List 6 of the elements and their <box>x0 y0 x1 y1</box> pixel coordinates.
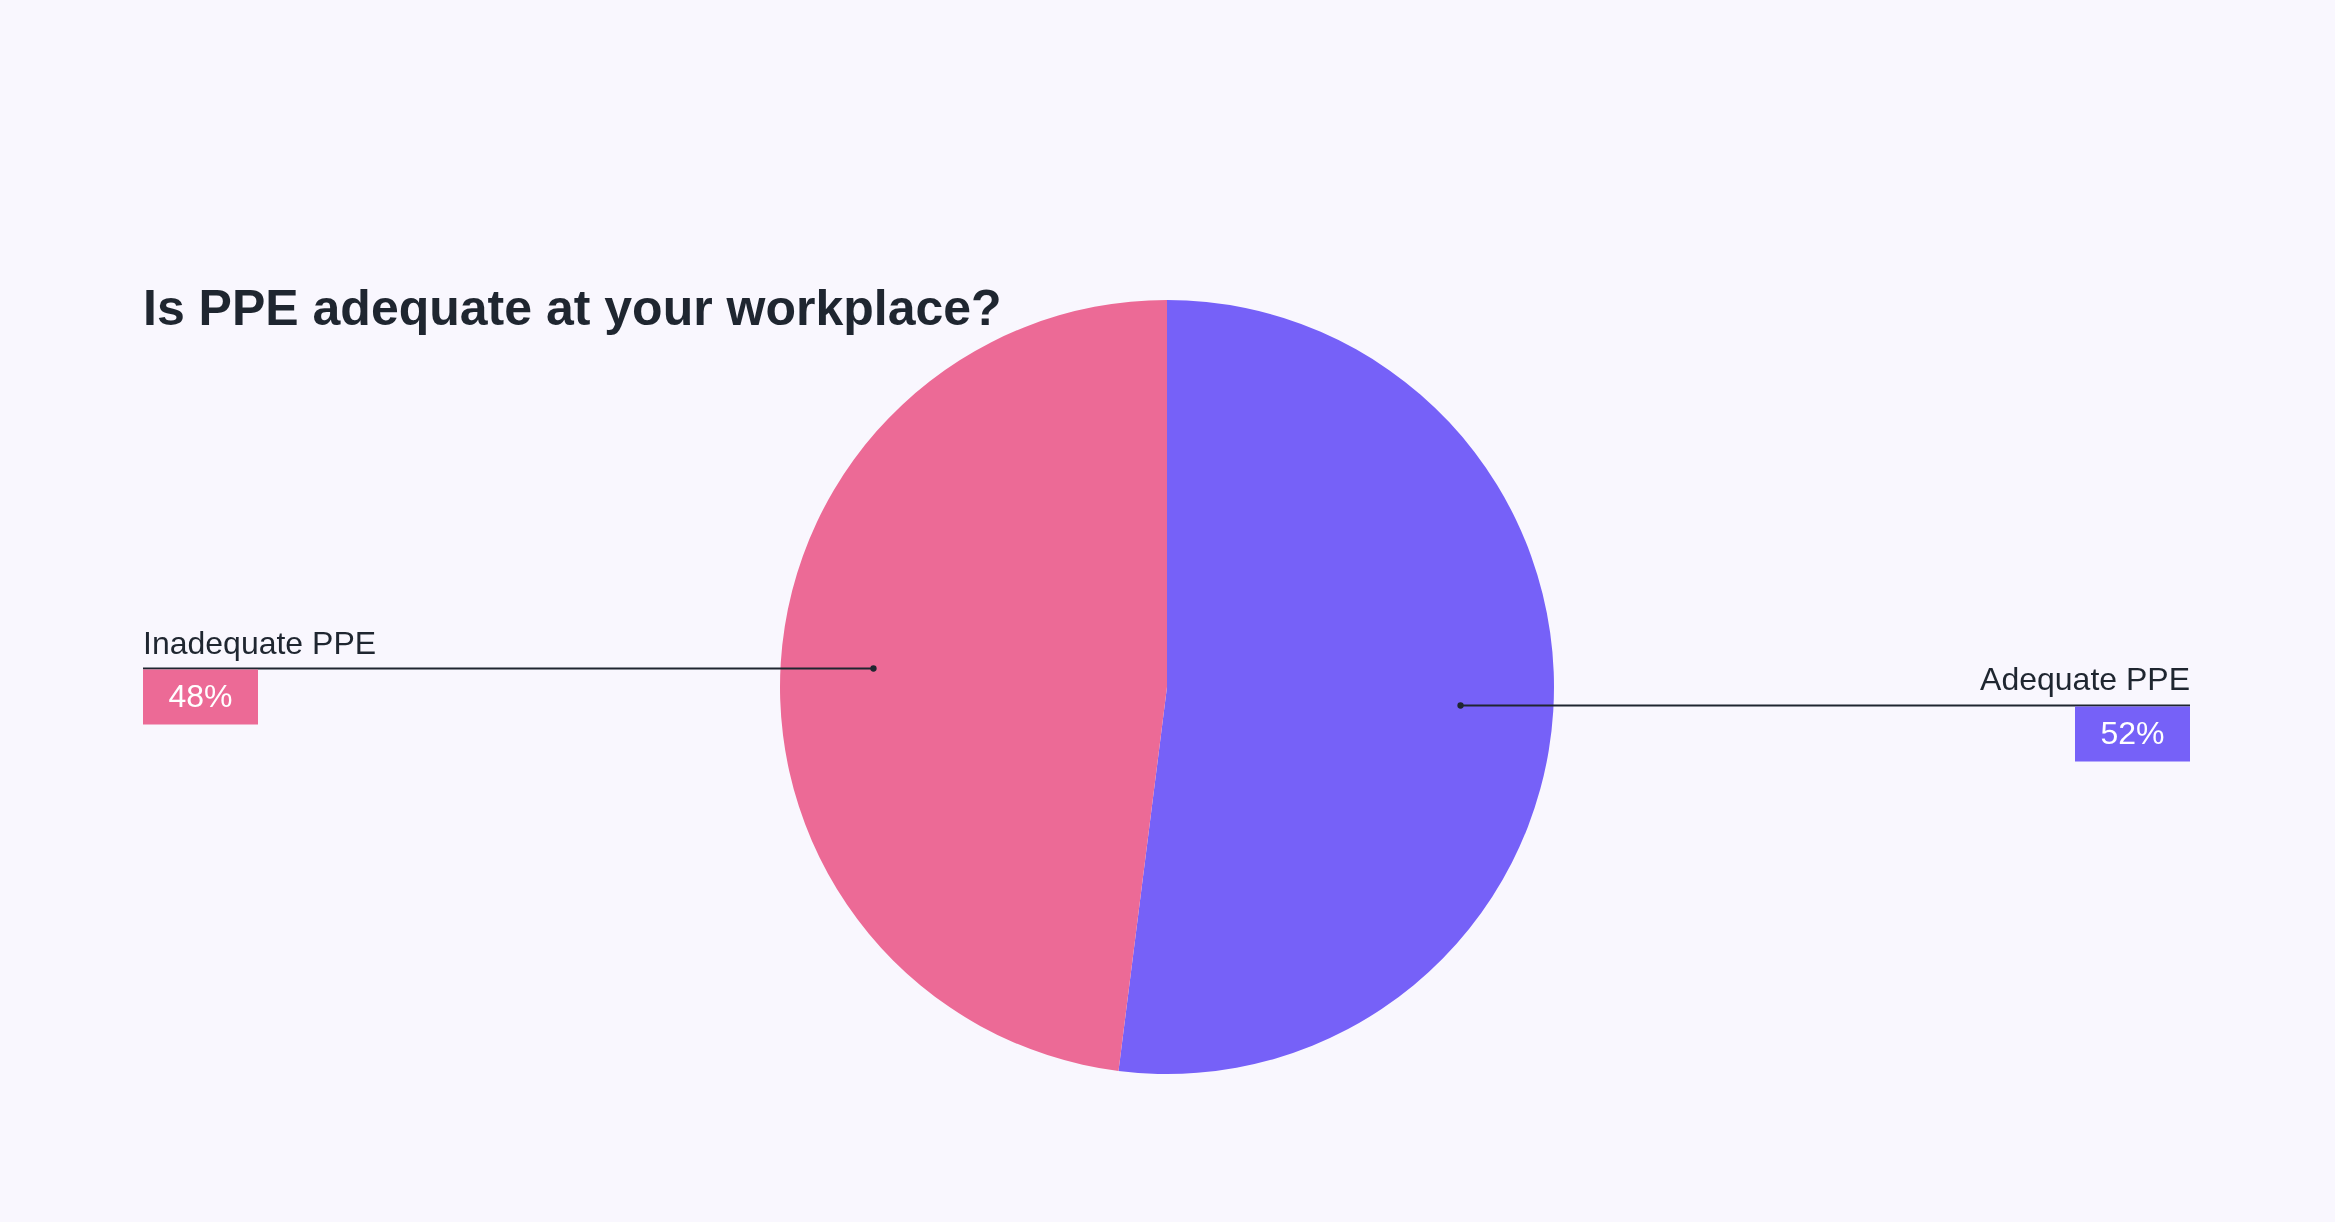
chart-title: Is PPE adequate at your workplace? <box>143 280 1002 336</box>
pie-slice <box>1118 300 1554 1074</box>
data-label: 52% <box>2100 714 2165 751</box>
slice-label: Inadequate PPE <box>143 624 377 661</box>
slice-label: Adequate PPE <box>1980 661 2190 698</box>
data-label: 48% <box>168 678 233 715</box>
